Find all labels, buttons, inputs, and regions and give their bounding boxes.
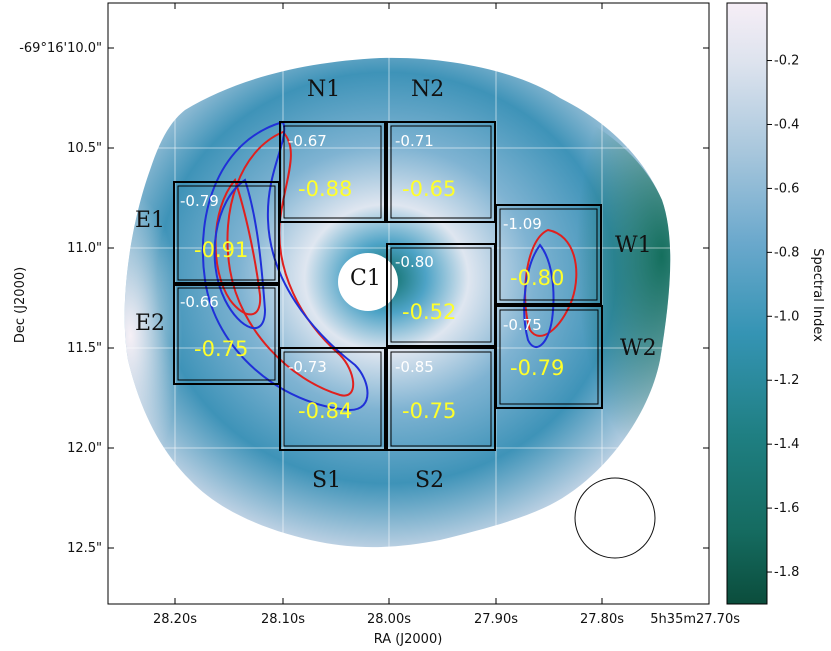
- contour-blue-east: [201, 120, 369, 412]
- box-n2-inner: [390, 125, 492, 219]
- box-s1-inner: [283, 351, 382, 447]
- contour-blue-west: [523, 243, 555, 348]
- small-value-n2: -0.71: [395, 132, 434, 150]
- small-value-s1: -0.73: [288, 358, 327, 376]
- y-tick-label: -69°16'10.0": [19, 41, 102, 56]
- box-center-inner: [390, 247, 492, 343]
- large-value-s1: -0.84: [298, 399, 352, 423]
- colorbar-tick-label: -0.8: [774, 245, 799, 260]
- contours: [201, 120, 578, 412]
- box-e1-inner: [177, 185, 276, 281]
- y-tick-label: 10.5": [67, 141, 102, 156]
- region-name-s1: S1: [312, 468, 341, 493]
- contour-blue-inner: [213, 178, 267, 330]
- small-value-w2: -0.75: [503, 316, 542, 334]
- x-axis-title: RA (J2000): [374, 632, 443, 647]
- box-w2: [495, 305, 603, 409]
- colorbar-tick-label: -0.6: [774, 181, 799, 196]
- small-value-center: -0.80: [395, 253, 434, 271]
- large-value-w2: -0.79: [510, 356, 564, 380]
- region-small-values: -0.67 -0.71 -0.79 -0.66 -0.80 -0.73 -0.8…: [180, 132, 542, 376]
- large-value-w1: -0.80: [510, 266, 564, 290]
- small-value-s2: -0.85: [395, 358, 434, 376]
- x-tick-label: 5h35m27.70s: [650, 612, 740, 627]
- region-name-n1: N1: [307, 77, 340, 102]
- box-w1: [495, 204, 602, 305]
- box-w1-inner: [499, 208, 598, 301]
- large-value-center: -0.52: [402, 300, 456, 324]
- x-tick-label: 28.20s: [153, 612, 197, 627]
- box-s1: [279, 347, 386, 451]
- large-value-e1: -0.91: [194, 238, 248, 262]
- x-tick-label: 27.90s: [474, 612, 518, 627]
- small-value-n1: -0.67: [288, 132, 327, 150]
- colorbar-tick-label: -1.4: [774, 437, 799, 452]
- small-value-w1: -1.09: [503, 215, 542, 233]
- y-tick-label: 11.0": [67, 241, 102, 256]
- colorbar-tick-label: -0.2: [774, 54, 799, 69]
- colorbar-title: Spectral Index: [810, 248, 825, 342]
- colorbar-tick-label: -1.2: [774, 373, 799, 388]
- box-n2: [386, 121, 496, 223]
- region-name-s2: S2: [415, 468, 444, 493]
- x-tick-label: 28.00s: [367, 612, 411, 627]
- small-value-e2: -0.66: [180, 293, 219, 311]
- region-name-n2: N2: [411, 77, 444, 102]
- box-s2-inner: [390, 351, 492, 447]
- region-large-values: -0.88 -0.65 -0.91 -0.75 -0.52 -0.84 -0.7…: [194, 177, 564, 423]
- y-axis-title: Dec (J2000): [13, 267, 28, 343]
- region-boxes: [173, 121, 603, 451]
- axis-ticks: [108, 3, 710, 604]
- y-tick-labels: -69°16'10.0" 10.5" 11.0" 11.5" 12.0" 12.…: [19, 41, 102, 556]
- large-value-n1: -0.88: [298, 177, 352, 201]
- plot-frame: [107, 2, 710, 605]
- large-value-n2: -0.65: [402, 177, 456, 201]
- colorbar-tick-label: -0.4: [774, 117, 799, 132]
- colorbar-tick-label: -1.0: [774, 309, 799, 324]
- x-tick-label: 28.10s: [261, 612, 305, 627]
- box-w2-inner: [499, 309, 599, 405]
- colorbar: -0.2 -0.4 -0.6 -0.8 -1.0 -1.2 -1.4 -1.6 -1.8 Spe…: [726, 2, 825, 605]
- colorbar-tick-label: -1.8: [774, 565, 799, 580]
- spectral-index-map: [108, 3, 709, 604]
- small-value-e1: -0.79: [180, 192, 219, 210]
- central-hole: [338, 253, 398, 311]
- colorbar-ticks: -0.2 -0.4 -0.6 -0.8 -1.0 -1.2 -1.4 -1.6 -1.8: [767, 54, 799, 580]
- colorbar-gradient: [726, 2, 768, 605]
- region-names: N1 N2 E1 E2 S1 S2 W1 W2 C1: [135, 77, 657, 493]
- x-tick-label: 27.80s: [580, 612, 624, 627]
- box-n1: [279, 121, 386, 223]
- center-label-c1: C1: [350, 266, 381, 291]
- x-tick-labels: 28.20s 28.10s 28.00s 27.90s 27.80s 5h35m…: [153, 612, 740, 627]
- y-tick-label: 11.5": [67, 341, 102, 356]
- region-name-e2: E2: [135, 311, 165, 336]
- large-value-s2: -0.75: [402, 399, 456, 423]
- box-e2-inner: [177, 287, 276, 381]
- colorbar-tick-label: -1.6: [774, 501, 799, 516]
- box-n1-inner: [283, 125, 382, 219]
- large-value-e2: -0.75: [194, 337, 248, 361]
- region-name-w2: W2: [620, 336, 657, 361]
- beam-size-circle: [574, 477, 656, 559]
- region-name-w1: W1: [615, 233, 652, 258]
- y-tick-label: 12.5": [67, 541, 102, 556]
- y-tick-label: 12.0": [67, 441, 102, 456]
- region-name-e1: E1: [135, 208, 165, 233]
